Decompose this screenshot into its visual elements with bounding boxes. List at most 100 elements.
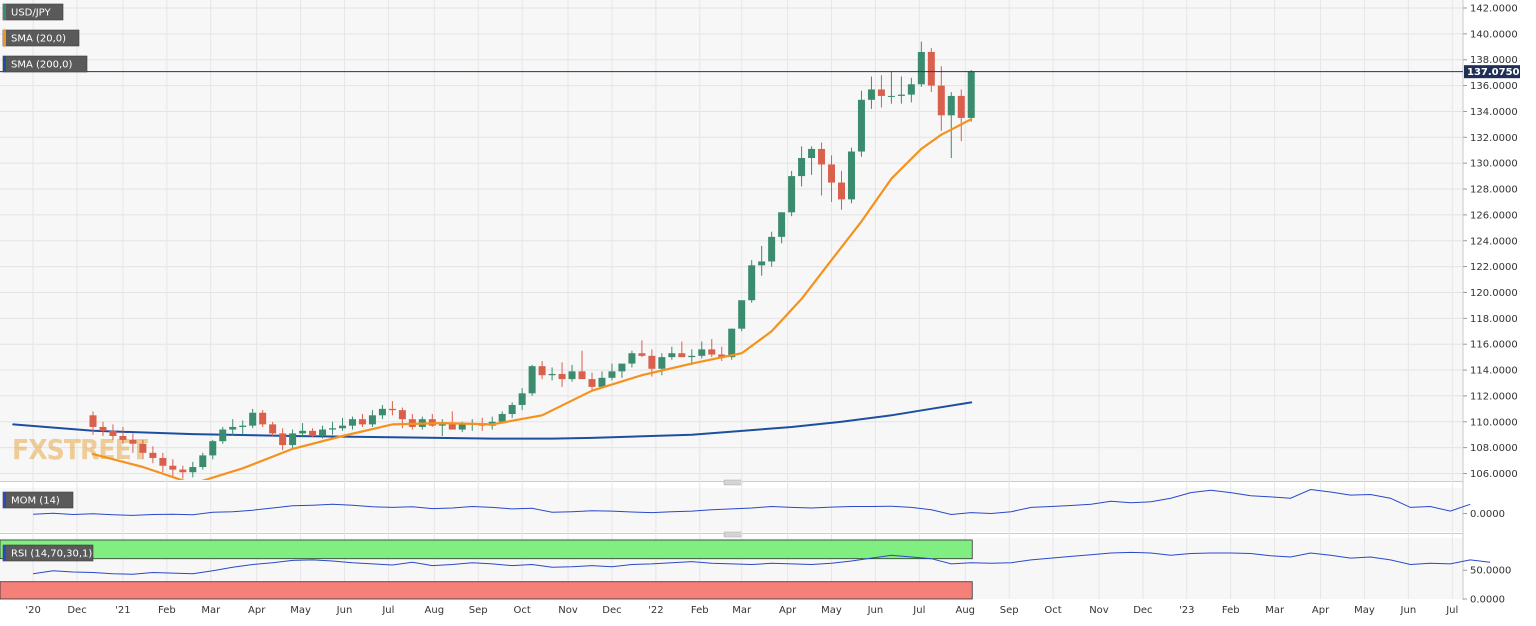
candle-body	[129, 439, 137, 444]
candle	[299, 423, 307, 438]
candle	[967, 70, 975, 122]
indicator-legend-item: MOM (14)	[2, 491, 74, 509]
candle	[269, 421, 277, 437]
time-tick-label: '22	[648, 605, 663, 616]
price-tick-label: 142.0000	[1470, 4, 1518, 15]
rsi-overbought-zone	[0, 539, 973, 560]
time-tick-label: Sep	[469, 605, 488, 616]
candle	[239, 420, 247, 435]
candle	[289, 429, 297, 449]
candle-body	[857, 99, 865, 152]
candle	[149, 446, 157, 464]
candle	[518, 388, 526, 411]
candle	[877, 75, 885, 108]
candle	[628, 350, 636, 368]
candle-body	[748, 265, 756, 301]
time-tick-label: Jun	[867, 605, 884, 616]
candle-body	[299, 430, 307, 434]
legend-swatch	[3, 4, 6, 20]
indicator-axis-ticks: 0.0000 0.0000 50.0000	[1463, 509, 1511, 606]
candle-body	[927, 51, 935, 86]
candle	[927, 48, 935, 93]
sma-20-series	[91, 118, 973, 480]
candle	[119, 426, 127, 444]
legend-swatch	[3, 492, 6, 508]
time-tick-label: Jun	[336, 605, 353, 616]
candle	[89, 411, 97, 435]
time-tick-label: Sep	[1000, 605, 1019, 616]
candle	[808, 146, 816, 175]
time-tick-label: Feb	[158, 605, 176, 616]
candle-body	[548, 373, 556, 376]
mom-series	[33, 488, 1471, 516]
candle	[249, 408, 257, 429]
candle	[788, 170, 796, 217]
candle-body	[89, 415, 97, 427]
time-tick-label: May	[1354, 605, 1375, 616]
time-tick-label: Apr	[1312, 605, 1330, 616]
time-tick-label: Apr	[248, 605, 266, 616]
time-tick-label: Oct	[513, 605, 530, 616]
candle-body	[309, 430, 317, 437]
legend: USD/JPY SMA (20,0) SMA (200,0)	[2, 3, 88, 73]
time-axis-ticks: '20 Dec '21 Feb Mar Apr May Jun Jul Aug Sep Oct Nov D…	[25, 605, 1458, 616]
candle	[169, 459, 177, 477]
candlesticks	[89, 41, 975, 479]
time-tick-label: Jul	[912, 605, 925, 616]
legend-swatch	[3, 30, 6, 46]
price-tick-label: 110.0000	[1470, 417, 1518, 428]
legend-label: SMA (20,0)	[11, 34, 66, 45]
time-tick-label: May	[290, 605, 311, 616]
candle-body	[388, 408, 396, 411]
candle	[847, 147, 855, 204]
candle	[219, 426, 227, 444]
candle	[678, 341, 686, 358]
last-price-tag: 137.0750	[1464, 65, 1520, 79]
candle	[309, 428, 317, 438]
rsi-bands	[0, 539, 973, 600]
candle	[199, 452, 207, 470]
candle-body	[289, 433, 297, 446]
time-tick-label: '21	[115, 605, 130, 616]
candle-body	[139, 443, 147, 453]
time-tick-label: Aug	[955, 605, 975, 616]
candle	[838, 170, 845, 210]
candle-body	[209, 441, 217, 456]
time-tick-label: Dec	[1133, 605, 1152, 616]
candle-body	[279, 433, 287, 446]
candle-body	[339, 425, 346, 429]
candle	[139, 439, 147, 460]
candle-body	[678, 353, 686, 358]
panel-resize-handle-1[interactable]	[723, 479, 743, 486]
candle-body	[568, 371, 576, 380]
price-tick-label: 106.0000	[1470, 469, 1518, 480]
indicator-tick-label: 50.0000	[1470, 566, 1511, 577]
price-tick-label: 136.0000	[1470, 81, 1518, 92]
time-tick-label: Mar	[201, 605, 221, 616]
price-tick-label: 116.0000	[1470, 340, 1518, 351]
candle	[718, 346, 726, 362]
legend-label: USD/JPY	[11, 8, 51, 19]
candle	[159, 452, 167, 473]
candle	[947, 92, 955, 158]
candle-body	[738, 300, 746, 329]
time-tick-label: Jul	[1445, 605, 1458, 616]
legend-label: SMA (200,0)	[11, 60, 73, 71]
candle-body	[917, 51, 925, 85]
candle-body	[448, 424, 456, 430]
candle	[917, 41, 925, 87]
panel-resize-handle-2[interactable]	[723, 531, 743, 538]
legend-label: MOM (14)	[11, 496, 60, 507]
sma-200-series	[12, 401, 973, 440]
time-tick-label: Oct	[1044, 605, 1061, 616]
candle-body	[109, 430, 117, 437]
candle-body	[798, 157, 806, 177]
price-tick-label: 108.0000	[1470, 443, 1518, 454]
legend-item: SMA (200,0)	[2, 55, 88, 73]
candle	[897, 76, 905, 104]
price-tick-label: 128.0000	[1470, 185, 1518, 196]
candle	[438, 419, 446, 437]
indicator-legend-item: RSI (14,70,30,1)	[2, 544, 94, 562]
